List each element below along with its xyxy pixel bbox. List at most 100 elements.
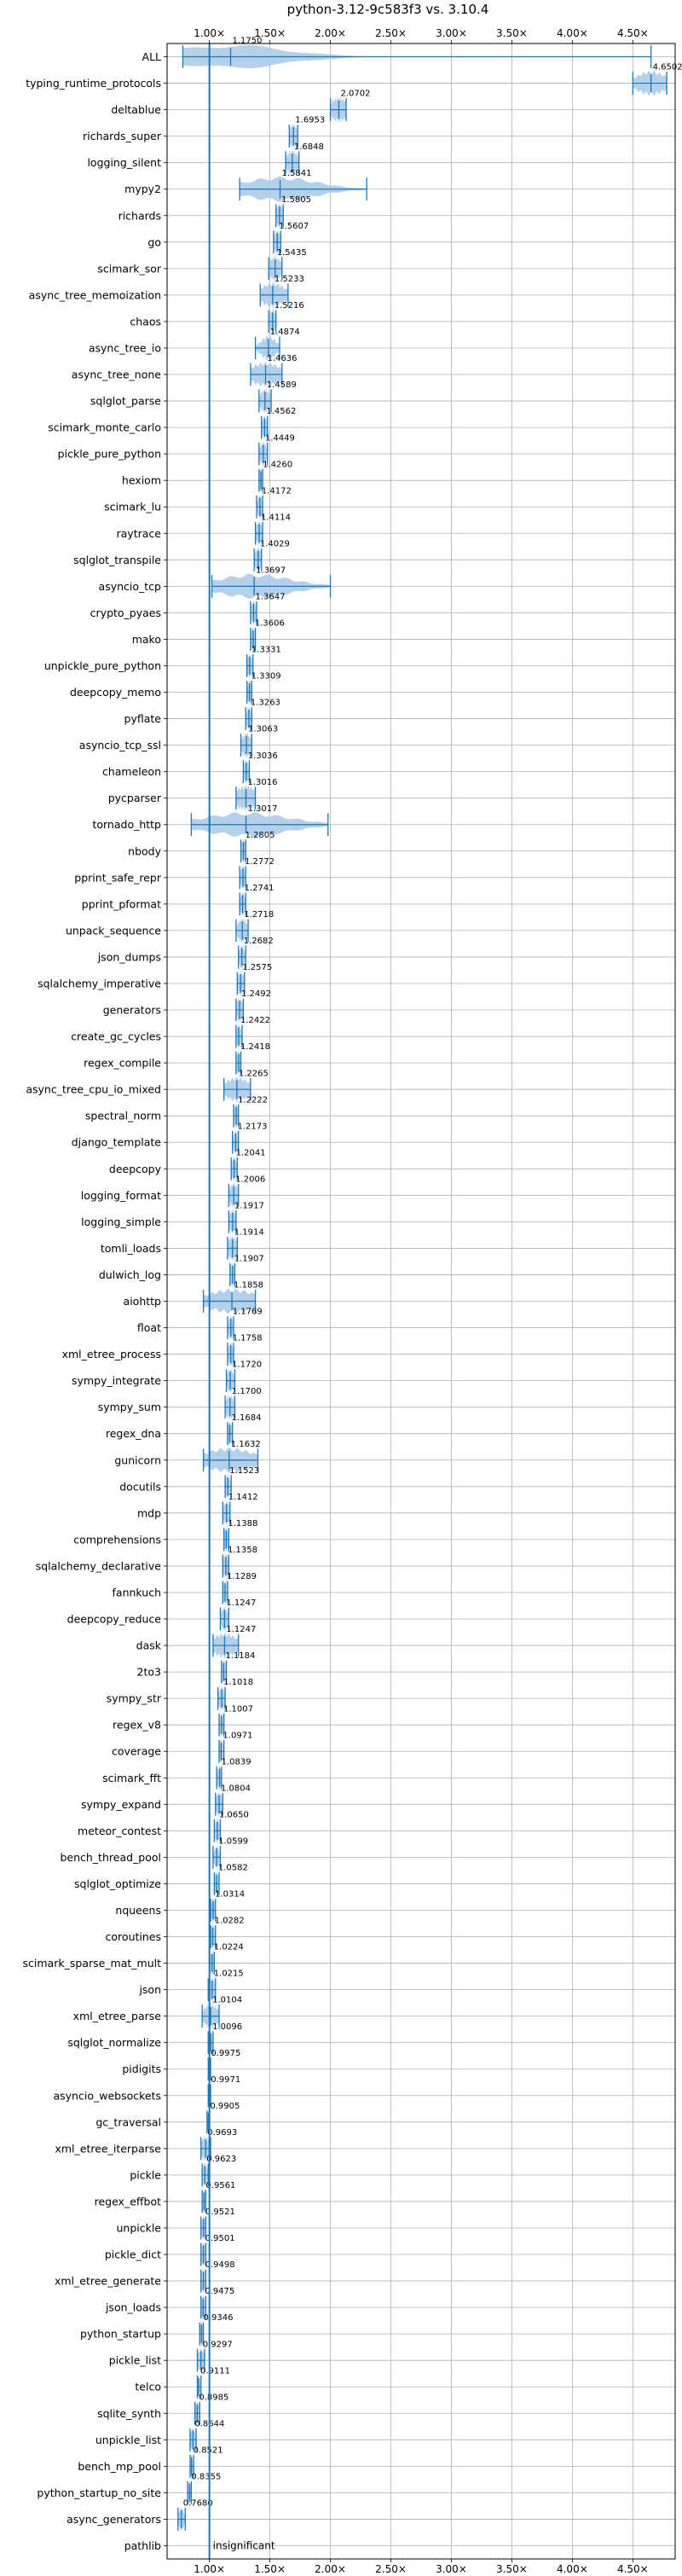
violin-gunicorn: 1.1632: [202, 1440, 261, 1473]
violin-richards: 1.5805: [275, 195, 311, 229]
violin-scimark_sor: 1.5435: [268, 248, 307, 281]
violin-scimark_monte_carlo: 1.4562: [261, 407, 296, 440]
violin-json_loads: 0.9475: [200, 2287, 234, 2320]
violin-sympy_expand: 1.0804: [215, 1784, 251, 1818]
violin-nqueens: 1.0314: [210, 1890, 245, 1923]
violin-regex_dna: 1.1684: [227, 1413, 262, 1447]
value-label: 1.3063: [248, 725, 278, 734]
x-tick-label-bottom: 4.50×: [617, 2563, 649, 2575]
benchmark-label: logging_simple: [81, 1215, 161, 1228]
violin-async_generators: 0.7680: [177, 2499, 213, 2532]
value-label: 1.4260: [263, 460, 292, 469]
violin-float: 1.1769: [227, 1308, 263, 1341]
value-label: 1.3017: [248, 804, 278, 814]
benchmark-label: sympy_expand: [81, 1798, 161, 1811]
axes-frame: [166, 43, 676, 2560]
benchmark-label: docutils: [119, 1480, 161, 1493]
benchmark-label: chaos: [130, 315, 161, 328]
value-label: 0.9905: [210, 2102, 240, 2111]
benchmark-label: sqlglot_transpile: [73, 554, 161, 566]
value-label: 0.9111: [200, 2366, 230, 2376]
value-label: 1.4029: [260, 539, 290, 548]
benchmark-label: pprint_pformat: [82, 897, 161, 910]
value-label: 1.1018: [223, 1678, 253, 1687]
violin-python_startup: 0.9346: [199, 2313, 233, 2347]
violin-mako: 1.3606: [250, 619, 285, 653]
chart-title: python-3.12-9c583f3 vs. 3.10.4: [287, 2, 489, 17]
benchmark-label: async_generators: [66, 2513, 161, 2526]
value-label: 1.2041: [236, 1148, 266, 1157]
benchmark-label: nbody: [128, 844, 161, 857]
value-label: 1.2741: [245, 884, 275, 893]
benchmark-label: xml_etree_parse: [73, 2010, 162, 2022]
value-label: 0.9971: [211, 2075, 240, 2085]
benchmark-label: deltablue: [111, 103, 161, 116]
value-label: 0.9498: [205, 2260, 235, 2270]
violin-deltablue: 2.0702: [329, 90, 371, 123]
benchmark-label: python_startup_no_site: [37, 2486, 161, 2499]
violin-unpickle_pure_python: 1.3331: [246, 646, 281, 679]
x-tick-label: 3.50×: [496, 27, 528, 39]
benchmark-label: scimark_lu: [104, 501, 161, 513]
benchmark-label: pyflate: [124, 712, 162, 725]
value-label: 1.5435: [277, 248, 307, 258]
violin-meteor_contest: 1.0650: [213, 1810, 249, 1844]
violin-typing_runtime_protocols: 4.6502: [632, 63, 682, 96]
x-tick-label-bottom: 4.00×: [557, 2563, 588, 2575]
benchmark-label: 2to3: [137, 1666, 161, 1679]
value-label: 0.8985: [199, 2393, 228, 2402]
value-label: 1.3647: [255, 593, 285, 602]
benchmark-label: sympy_str: [107, 1692, 162, 1705]
violin-sqlglot_parse: 1.4589: [258, 380, 297, 414]
value-label: 1.0582: [218, 1864, 248, 1873]
violin-dask: 1.1247: [212, 1625, 256, 1658]
benchmark-label: go: [147, 235, 161, 248]
benchmark-label: dulwich_log: [99, 1268, 161, 1281]
violin-aiohttp: 1.1858: [202, 1281, 263, 1314]
value-label: 1.5216: [275, 301, 304, 310]
violin-xml_etree_process: 1.1758: [227, 1334, 263, 1367]
value-label: 0.9501: [205, 2234, 235, 2243]
benchmark-label: pycparser: [108, 792, 162, 804]
benchmark-label: async_tree_none: [72, 368, 162, 381]
violin-deepcopy_reduce: 1.1247: [219, 1598, 256, 1632]
violin-xml_etree_iterparse: 0.9693: [200, 2128, 237, 2161]
value-label: 1.0104: [212, 1996, 242, 2005]
benchmark-label: xml_etree_process: [62, 1348, 161, 1361]
value-label: 1.2265: [239, 1069, 269, 1078]
value-label: 1.2006: [235, 1175, 265, 1184]
violin-deepcopy_memo: 1.3309: [246, 672, 281, 705]
benchmark-label: aiohttp: [124, 1295, 162, 1308]
value-label: 1.3036: [248, 751, 278, 761]
benchmark-label: coverage: [112, 1745, 161, 1758]
benchmark-label: sqlglot_parse: [90, 395, 161, 408]
value-label: 1.4114: [261, 513, 291, 522]
violin-docutils: 1.1523: [224, 1466, 259, 1500]
benchmark-label: create_gc_cycles: [71, 1030, 161, 1043]
value-label: 0.9693: [207, 2128, 237, 2138]
value-label: 0.8355: [191, 2472, 221, 2481]
benchmark-label: regex_v8: [113, 1719, 161, 1732]
value-label: 1.1684: [232, 1413, 262, 1423]
value-label: 1.2718: [244, 910, 274, 920]
benchmark-label: float: [137, 1321, 161, 1334]
benchmark-label: gc_traversal: [95, 2115, 161, 2128]
value-label: 1.3016: [248, 778, 278, 787]
value-label: 1.5805: [281, 195, 311, 205]
violin-spectral_norm: 1.2222: [233, 1095, 268, 1128]
benchmark-label: asyncio_tcp_ssl: [79, 739, 161, 751]
benchmark-label: json: [138, 1983, 161, 1996]
benchmark-label: asyncio_tcp: [99, 580, 162, 593]
violin-raytrace: 1.4114: [254, 513, 291, 547]
x-tick-label-bottom: 2.00×: [315, 2563, 346, 2575]
value-label: 1.2173: [237, 1122, 267, 1131]
violin-mdp: 1.1412: [222, 1493, 258, 1526]
violin-pycparser: 1.3016: [235, 778, 278, 811]
violin-logging_simple: 1.1917: [228, 1201, 264, 1235]
benchmark-label: sympy_sum: [98, 1401, 161, 1413]
violin-chameleon: 1.3036: [242, 751, 278, 785]
benchmark-label: async_tree_memoization: [29, 288, 161, 301]
violin-json_dumps: 1.2682: [238, 937, 274, 970]
violin-generators: 1.2492: [235, 989, 271, 1023]
value-label: 1.0224: [214, 1943, 244, 1952]
